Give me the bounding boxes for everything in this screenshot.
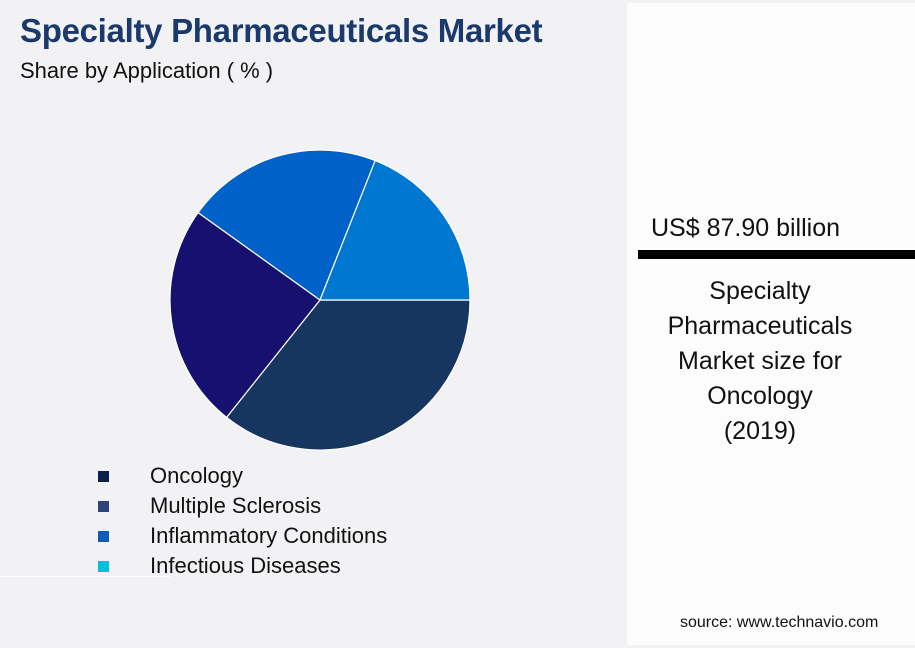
value-underline — [638, 250, 915, 259]
legend-item-multiple-sclerosis: Multiple Sclerosis — [98, 491, 387, 521]
info-panel — [627, 3, 915, 645]
legend-swatch — [98, 560, 109, 572]
chart-title: Specialty Pharmaceuticals Market — [20, 12, 543, 49]
legend-item-infectious-diseases: Infectious Diseases — [98, 551, 387, 581]
chart-legend: Oncology Multiple Sclerosis Inflammatory… — [98, 461, 387, 581]
pie-slice-inflammatory-conditions — [197, 149, 376, 301]
legend-swatch — [98, 530, 109, 542]
pie-slice-infectious-diseases — [319, 159, 471, 301]
description-line: Oncology — [707, 382, 813, 410]
legend-swatch — [98, 500, 109, 512]
pie-slice-multiple-sclerosis — [169, 211, 321, 419]
source-credit: source: www.technavio.com — [680, 614, 879, 631]
legend-swatch — [98, 470, 109, 482]
description-line: Market size for — [678, 347, 842, 375]
legend-label: Inflammatory Conditions — [150, 523, 388, 548]
divider — [0, 576, 170, 577]
market-description: Specialty Pharmaceuticals Market size fo… — [660, 274, 860, 449]
legend-label: Multiple Sclerosis — [150, 493, 322, 518]
description-line: Pharmaceuticals — [667, 312, 853, 340]
pie-slice-oncology — [225, 299, 471, 451]
description-line: Specialty — [709, 277, 811, 305]
chart-subtitle: Share by Application ( % ) — [20, 58, 274, 83]
description-line: (2019) — [723, 417, 797, 445]
legend-label: Infectious Diseases — [150, 553, 341, 578]
pie-chart — [169, 149, 471, 451]
legend-label: Oncology — [150, 463, 243, 488]
market-value: US$ 87.90 billion — [651, 214, 841, 242]
legend-item-inflammatory-conditions: Inflammatory Conditions — [98, 521, 387, 551]
legend-item-oncology: Oncology — [98, 461, 387, 491]
